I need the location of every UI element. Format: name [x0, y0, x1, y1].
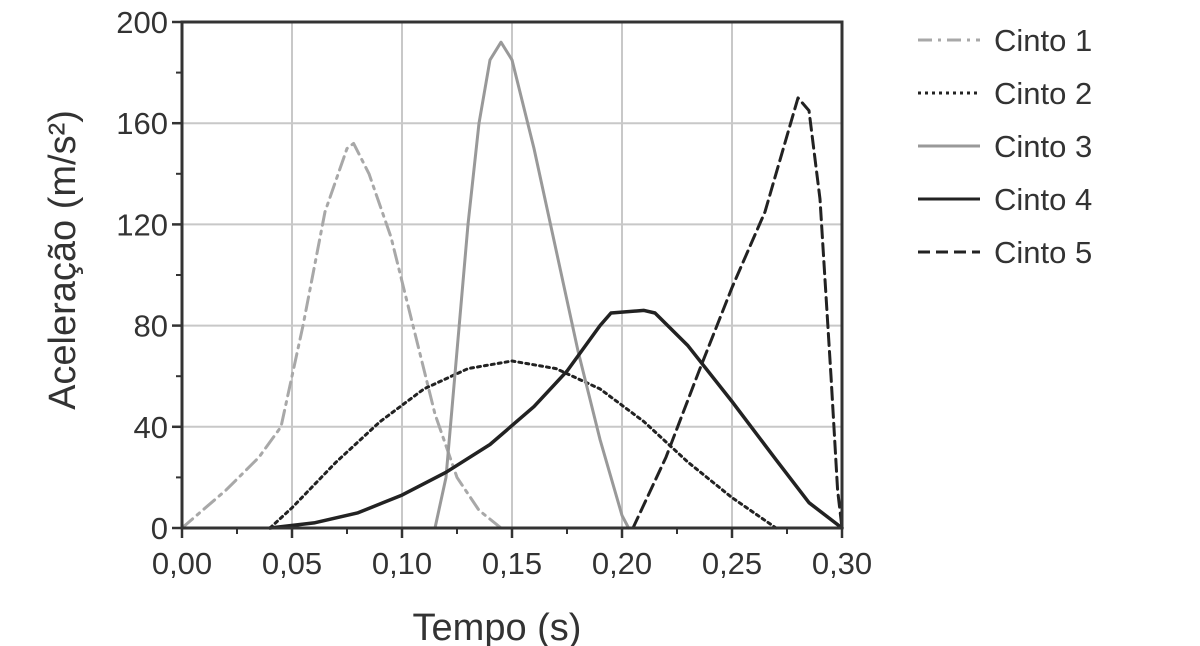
x-tick-label: 0,25 [702, 546, 762, 581]
y-tick-label: 120 [116, 207, 168, 242]
y-tick-label: 80 [134, 309, 168, 344]
axis-ticks [172, 20, 844, 538]
y-tick-label: 200 [116, 5, 168, 40]
legend: Cinto 1 Cinto 2 Cinto 3 Cinto 4 Cinto 5 [918, 23, 1092, 270]
x-tick-label: 0,10 [372, 546, 432, 581]
x-tick-label: 0,30 [812, 546, 872, 581]
series-layer [180, 40, 844, 530]
legend-label-cinto-1: Cinto 1 [994, 23, 1092, 58]
series-line-cinto-5 [631, 96, 844, 530]
legend-label-cinto-3: Cinto 3 [994, 129, 1092, 164]
y-tick-labels: 0 40 80 120 160 200 [116, 5, 168, 546]
y-tick-label: 40 [134, 410, 168, 445]
y-tick-label: 0 [151, 511, 168, 546]
x-tick-label: 0,05 [262, 546, 322, 581]
x-tick-label: 0,00 [152, 546, 212, 581]
x-tick-label: 0,20 [592, 546, 652, 581]
grid-lines [181, 21, 843, 529]
y-tick-label: 160 [116, 106, 168, 141]
series-line-cinto-3 [433, 40, 631, 530]
series-line-cinto-1 [180, 141, 503, 530]
legend-label-cinto-4: Cinto 4 [994, 182, 1092, 217]
legend-label-cinto-5: Cinto 5 [994, 235, 1092, 270]
series-line-cinto-2 [268, 359, 778, 530]
series-line-cinto-4 [268, 308, 844, 530]
x-tick-labels: 0,00 0,05 0,10 0,15 0,20 0,25 0,30 [152, 546, 872, 581]
x-axis-title: Tempo (s) [413, 607, 582, 646]
y-axis-title: Aceleração (m/s²) [42, 110, 84, 410]
x-tick-label: 0,15 [482, 546, 542, 581]
legend-label-cinto-2: Cinto 2 [994, 76, 1092, 111]
